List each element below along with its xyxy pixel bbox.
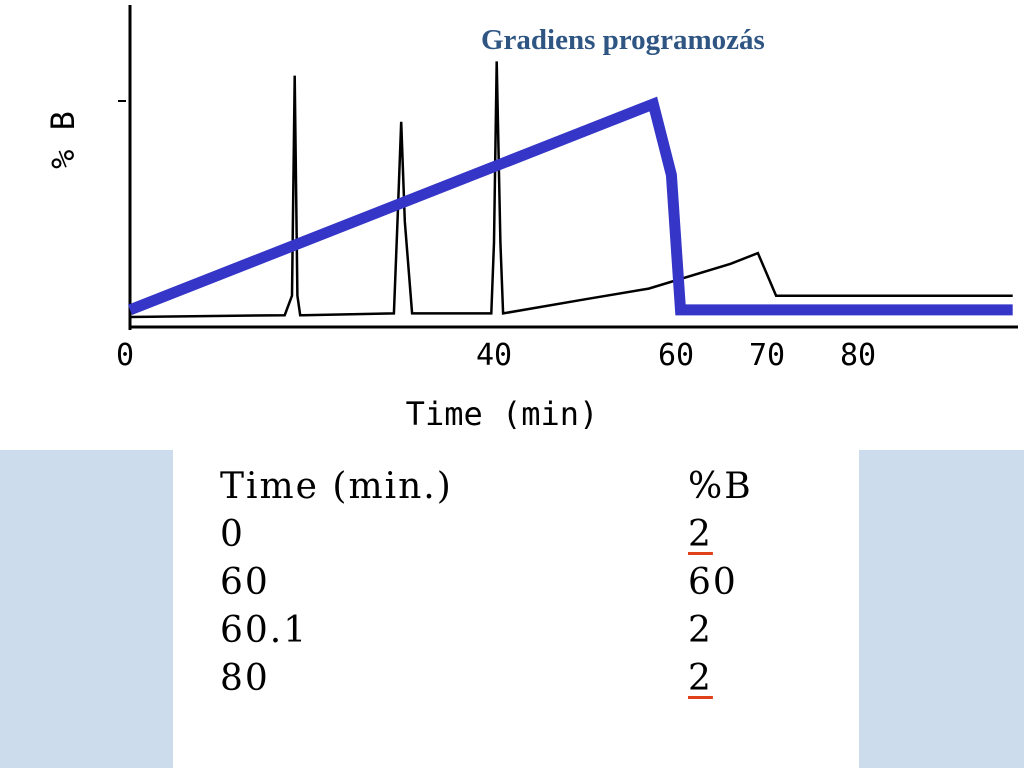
chromatogram-trace-line xyxy=(129,61,1013,319)
table-row: 60.1 2 xyxy=(220,606,753,654)
row-time: 60.1 xyxy=(220,609,309,651)
table-row: 80 2 xyxy=(220,654,753,702)
right-side-panel xyxy=(859,450,1024,768)
row-percent-b-value: 2 xyxy=(688,513,713,555)
row-time: 60 xyxy=(220,561,270,603)
left-side-panel xyxy=(0,450,173,768)
row-time: 80 xyxy=(220,657,270,699)
x-tick-label: 80 xyxy=(840,338,876,373)
header-percent-b: %B xyxy=(688,465,753,507)
header-time: Time (min.) xyxy=(220,465,453,507)
table-row: 60 60 xyxy=(220,558,753,606)
table-header-row: Time (min.) %B xyxy=(220,462,753,510)
chart-title: Gradiens programozás xyxy=(481,24,765,56)
row-percent-b: 2 xyxy=(688,510,753,558)
row-percent-b: 2 xyxy=(688,609,713,651)
x-tick-label: 60 xyxy=(658,338,694,373)
x-ticks: 0 40 60 70 80 xyxy=(116,338,876,373)
gradient-chart: 0 40 60 70 80 % B Time (min) xyxy=(44,5,1018,433)
row-percent-b: 60 xyxy=(688,561,738,603)
series xyxy=(127,61,1013,319)
table-row: 0 2 xyxy=(220,510,753,558)
x-tick-label: 40 xyxy=(476,338,512,373)
y-axis-label: % B xyxy=(44,111,82,169)
x-axis-label: Time (min) xyxy=(406,395,599,433)
row-percent-b-value: 2 xyxy=(688,657,713,699)
row-time: 0 xyxy=(220,513,245,555)
x-tick-label: 0 xyxy=(116,338,134,373)
gradient-percent-b-line xyxy=(127,96,1013,316)
row-percent-b: 2 xyxy=(688,654,753,702)
gradient-program-table: Time (min.) %B 0 2 60 60 60.1 2 80 2 xyxy=(220,462,753,702)
x-tick-label: 70 xyxy=(749,338,785,373)
